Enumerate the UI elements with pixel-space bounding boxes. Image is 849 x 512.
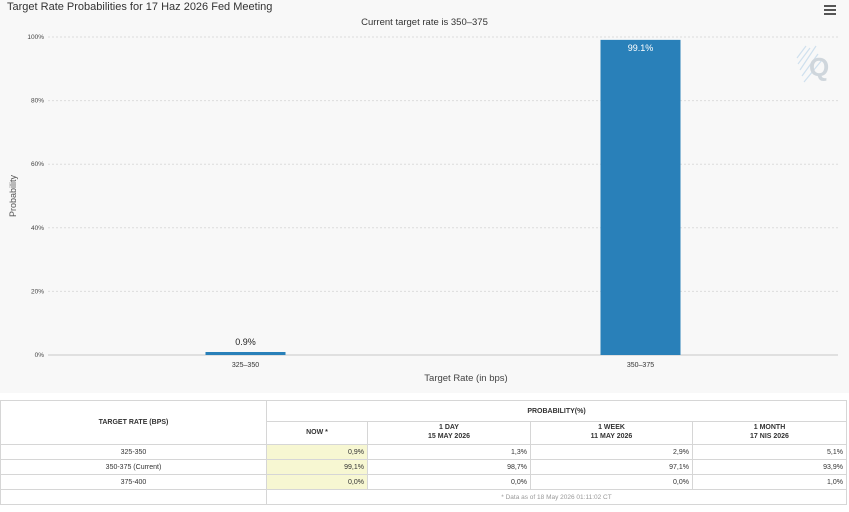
data-label: 99.1% (628, 43, 654, 53)
cell-1week: 0,0% (530, 474, 693, 490)
chart-title: Target Rate Probabilities for 17 Haz 202… (7, 1, 273, 13)
watermark-letter: Q (809, 52, 829, 82)
y-tick-label: 40% (31, 225, 44, 232)
col-date: 17 NIS 2026 (750, 433, 789, 440)
row-label: 325-350 (0, 444, 267, 460)
chart-subtitle: Current target rate is 350–375 (361, 17, 488, 28)
row-label: 350-375 (Current) (0, 459, 267, 475)
cell-now: 99,1% (266, 459, 368, 475)
data-timestamp-note: * Data as of 18 May 2026 01:11:02 CT (266, 489, 847, 505)
x-tick-label: 350–375 (627, 362, 654, 369)
col-title: 1 DAY (439, 424, 459, 432)
x-axis-title: Target Rate (in bps) (424, 373, 507, 384)
chart-area: 0% 20% 40% 60% 80% 100% 0.9% 325–350 99.1% 350–37… (7, 1, 838, 384)
cell-1day: 1,3% (367, 444, 531, 460)
table-row: 350-375 (Current) 99,1% 98,7% 97,1% 93,9… (0, 459, 847, 475)
cell-1month: 93,9% (692, 459, 847, 475)
quikstrike-q-logo-icon: Q (796, 40, 832, 86)
data-label: 0.9% (235, 337, 256, 347)
bar (600, 39, 681, 355)
y-tick-label: 0% (35, 352, 45, 359)
hamburger-menu-icon[interactable] (822, 3, 838, 17)
col-date: 11 MAY 2026 (590, 433, 633, 440)
target-rate-header: TARGET RATE (BPS) (0, 400, 267, 445)
table-row: 375-400 0,0% 0,0% 0,0% 1,0% (0, 474, 847, 490)
col-1week-header: 1 WEEK 11 MAY 2026 (530, 421, 693, 445)
col-date: 15 MAY 2026 (427, 433, 471, 440)
cell-1day: 0,0% (367, 474, 531, 490)
cell-1month: 5,1% (692, 444, 847, 460)
col-now-header: NOW * (266, 421, 368, 445)
col-title: NOW * (306, 428, 328, 436)
cell-now: 0,0% (266, 474, 368, 490)
probability-table: TARGET RATE (BPS) PROBABILITY(%) NOW * 1… (0, 400, 847, 505)
row-label: 375-400 (0, 474, 267, 490)
col-title: 1 MONTH (753, 424, 786, 432)
bar (205, 352, 286, 355)
table-row: 325-350 0,9% 1,3% 2,9% 5,1% (0, 444, 847, 460)
cell-1week: 2,9% (530, 444, 693, 460)
note-spacer (0, 489, 267, 505)
y-axis-title: Probability (8, 174, 18, 217)
y-tick-label: 100% (27, 34, 44, 41)
col-1day-header: 1 DAY 15 MAY 2026 (367, 421, 531, 445)
probability-header: PROBABILITY(%) (266, 400, 847, 422)
cell-1week: 97,1% (530, 459, 693, 475)
cell-now: 0,9% (266, 444, 368, 460)
col-title: 1 WEEK (598, 424, 625, 432)
y-tick-label: 60% (31, 161, 44, 168)
cell-1month: 1,0% (692, 474, 847, 490)
y-tick-label: 80% (31, 98, 44, 105)
cell-1day: 98,7% (367, 459, 531, 475)
y-tick-label: 20% (31, 288, 44, 295)
col-1month-header: 1 MONTH 17 NIS 2026 (692, 421, 847, 445)
x-tick-label: 325–350 (232, 362, 259, 369)
probability-bar-chart: 0% 20% 40% 60% 80% 100% 0.9% 325–350 99.1% 350–37… (8, 34, 838, 384)
